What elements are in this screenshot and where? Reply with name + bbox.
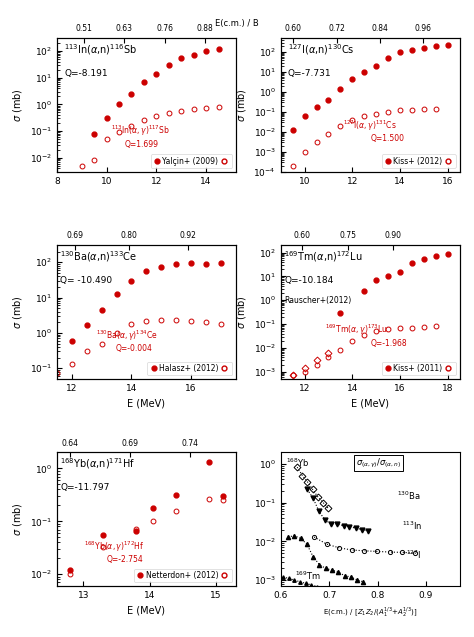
Legend: Halasz+ (2012), : Halasz+ (2012),: [147, 362, 232, 375]
X-axis label: E(c.m.) / [$Z_1Z_2/(A_1^{1/3}$+$A_2^{1/3}$)]: E(c.m.) / [$Z_1Z_2/(A_1^{1/3}$+$A_2^{1/3…: [323, 605, 418, 619]
Y-axis label: $\sigma$ (mb): $\sigma$ (mb): [11, 503, 24, 536]
Text: $^{130}$Ba($\alpha$,n)$^{133}$Ce: $^{130}$Ba($\alpha$,n)$^{133}$Ce: [61, 249, 137, 264]
Text: Q=-0.004: Q=-0.004: [116, 344, 153, 353]
Y-axis label: $\sigma$ (mb): $\sigma$ (mb): [11, 88, 24, 122]
Text: $^{130}$Ba($\alpha,\gamma$)$^{134}$Ce: $^{130}$Ba($\alpha,\gamma$)$^{134}$Ce: [96, 328, 158, 343]
Text: $^{168}$Yb($\alpha$,n)$^{171}$Hf: $^{168}$Yb($\alpha$,n)$^{171}$Hf: [61, 457, 136, 471]
Text: $^{168}$Yb: $^{168}$Yb: [286, 457, 310, 469]
Text: $^{127}$I($\alpha,\gamma$)$^{131}$Cs: $^{127}$I($\alpha,\gamma$)$^{131}$Cs: [343, 118, 397, 132]
X-axis label: E (MeV): E (MeV): [128, 398, 165, 408]
Text: Q=-10.184: Q=-10.184: [284, 276, 334, 285]
Text: Q=-1.968: Q=-1.968: [370, 339, 407, 348]
Text: $^{113}$In($\alpha,\gamma$)$^{117}$Sb: $^{113}$In($\alpha,\gamma$)$^{117}$Sb: [110, 124, 170, 138]
Text: E(c.m.) / B: E(c.m.) / B: [215, 19, 259, 28]
Text: Q=-7.731: Q=-7.731: [288, 69, 331, 78]
Text: $^{169}$Tm($\alpha$,n)$^{172}$Lu: $^{169}$Tm($\alpha$,n)$^{172}$Lu: [284, 249, 363, 264]
Text: $^{127}$I: $^{127}$I: [406, 548, 421, 561]
Text: Q=-11.797: Q=-11.797: [61, 483, 110, 492]
Legend: Kiss+ (2011), : Kiss+ (2011),: [382, 362, 456, 375]
Text: $^{169}$Tm($\alpha,\gamma$)$^{173}$Lu: $^{169}$Tm($\alpha,\gamma$)$^{173}$Lu: [326, 323, 388, 337]
Legend: Netterdon+ (2012), : Netterdon+ (2012),: [134, 569, 232, 582]
Legend: Kiss+ (2012), : Kiss+ (2012),: [382, 154, 456, 168]
Text: Q=1.699: Q=1.699: [125, 140, 159, 149]
Text: $^{130}$Ba: $^{130}$Ba: [397, 490, 421, 502]
Y-axis label: $\sigma$ (mb): $\sigma$ (mb): [235, 88, 248, 122]
X-axis label: E (MeV): E (MeV): [351, 398, 389, 408]
Text: Q=1.500: Q=1.500: [370, 134, 404, 143]
Text: $^{113}$In: $^{113}$In: [402, 519, 423, 532]
Text: Q=-2.754: Q=-2.754: [107, 555, 144, 564]
Text: Rauscher+(2012): Rauscher+(2012): [284, 296, 352, 305]
Text: $^{113}$In($\alpha$,n)$^{116}$Sb: $^{113}$In($\alpha$,n)$^{116}$Sb: [64, 42, 137, 57]
Text: Q=-8.191: Q=-8.191: [64, 69, 108, 78]
Y-axis label: $\sigma$ (mb): $\sigma$ (mb): [235, 296, 248, 329]
Text: Q= -10.490: Q= -10.490: [61, 276, 113, 285]
Text: $^{168}$Yb($\alpha,\gamma$)$^{172}$Hf: $^{168}$Yb($\alpha,\gamma$)$^{172}$Hf: [84, 540, 144, 554]
Legend: Yalçin+ (2009), : Yalçin+ (2009),: [151, 154, 232, 168]
Text: $^{169}$Tm: $^{169}$Tm: [295, 570, 321, 582]
Text: $^{127}$I($\alpha$,n)$^{130}$Cs: $^{127}$I($\alpha$,n)$^{130}$Cs: [288, 42, 355, 57]
Y-axis label: $\sigma$ (mb): $\sigma$ (mb): [11, 296, 24, 329]
Text: $\sigma_{(\alpha,\gamma)}/\sigma_{(\alpha,n)}$: $\sigma_{(\alpha,\gamma)}/\sigma_{(\alph…: [356, 457, 401, 469]
X-axis label: E (MeV): E (MeV): [128, 605, 165, 615]
